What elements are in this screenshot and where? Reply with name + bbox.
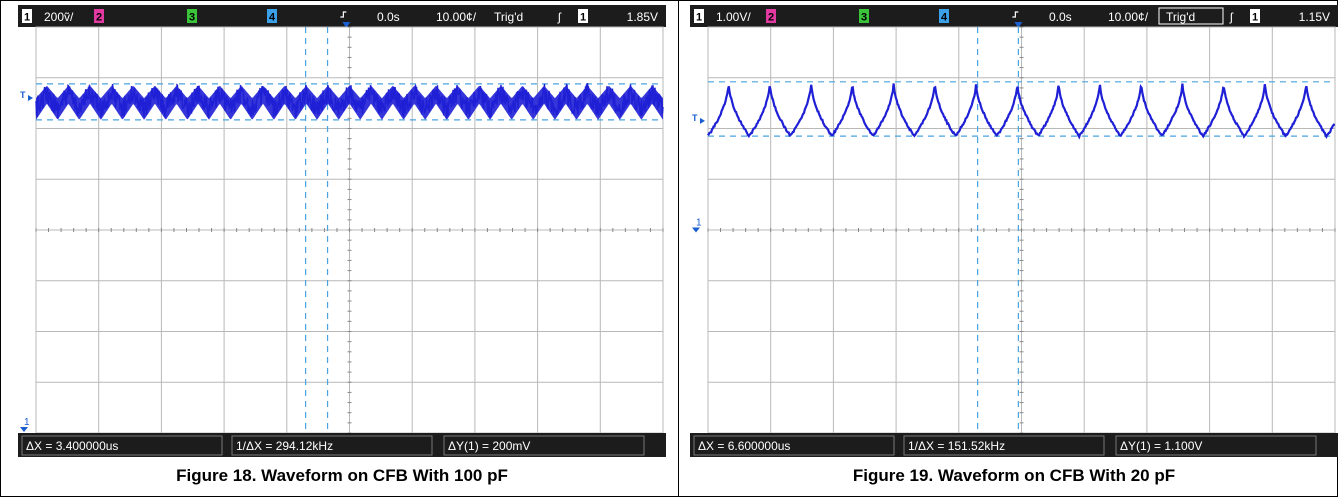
ch4-number: 4 bbox=[269, 12, 276, 24]
ch1-box bbox=[22, 9, 32, 23]
footer-bar bbox=[18, 433, 666, 457]
trig-status: Trig'd bbox=[494, 10, 523, 24]
trig-slope-icon: ʃ bbox=[1229, 10, 1234, 24]
measurement-dy: ΔY(1) = 200mV bbox=[448, 439, 530, 453]
footer-bar bbox=[690, 433, 1338, 457]
footer-field-inv_dx bbox=[231, 435, 433, 456]
footer-field-dy bbox=[443, 435, 645, 456]
ch2-number: 2 bbox=[96, 12, 102, 24]
delay-readout: 0.0s bbox=[1049, 10, 1072, 24]
ch2-number: 2 bbox=[768, 12, 774, 24]
ch1-scale: 200ṽ/ bbox=[44, 10, 74, 24]
ch3-box bbox=[187, 9, 197, 23]
trig-status: Trig'd bbox=[1166, 10, 1195, 24]
ch3-number: 3 bbox=[861, 12, 867, 24]
figure-18-caption: Figure 18. Waveform on CFB With 100 pF bbox=[176, 466, 508, 485]
ch4-box bbox=[267, 9, 277, 23]
footer-field-inv_dx bbox=[903, 435, 1105, 456]
ch3-number: 3 bbox=[189, 12, 195, 24]
footer-field-dy bbox=[1115, 435, 1317, 456]
timebase-readout: 10.00¢/ bbox=[1108, 10, 1149, 24]
trigger-level-marker: T bbox=[20, 90, 26, 100]
ch2-box bbox=[94, 9, 104, 23]
ch1-ground-arrow-icon bbox=[20, 427, 28, 432]
ch1-waveform bbox=[707, 83, 1336, 140]
scope-screen-figure-19: 1 1.00V/2 3 4 0.0s 10.00¢/ Trig'd ʃ 1 1.15V T 1 ΔX =… bbox=[690, 5, 1338, 457]
footer-field-dx bbox=[21, 435, 223, 456]
trigger-level-readout: 1.85V bbox=[627, 10, 658, 24]
trigger-position-icon bbox=[342, 22, 351, 28]
trig-slope-icon: ʃ bbox=[557, 10, 562, 24]
trigger-level-readout: 1.15V bbox=[1299, 10, 1330, 24]
ch1-scale: 1.00V/ bbox=[716, 10, 751, 24]
measurement-inv_dx: 1/ΔX = 294.12kHz bbox=[236, 439, 333, 453]
ch1-number: 1 bbox=[696, 12, 702, 24]
ch1-ground-arrow-icon bbox=[692, 227, 700, 233]
header-bar bbox=[18, 5, 666, 27]
measurement-dy: ΔY(1) = 1.100V bbox=[1120, 439, 1202, 453]
ch1-ground-marker: 1 bbox=[696, 217, 702, 228]
ch1-waveform-envelope bbox=[36, 85, 663, 120]
trig-source-box bbox=[578, 9, 588, 23]
ch4-number: 4 bbox=[941, 12, 948, 24]
trigger-level-arrow-icon bbox=[700, 117, 705, 124]
scope-display-svg: 1 200ṽ/2 3 4 0.0s 10.00¢/ Trig'd ʃ 1 1.85V T 1 ΔX = … bbox=[18, 5, 666, 457]
measurement-dx: ΔX = 3.400000us bbox=[26, 439, 118, 453]
ch1-box bbox=[694, 9, 704, 23]
header-bar bbox=[690, 5, 1338, 27]
ch1-number: 1 bbox=[24, 12, 30, 24]
trig-status-frame bbox=[1158, 7, 1224, 25]
trigger-edge-icon bbox=[1012, 11, 1019, 18]
ch1-ground-marker: 1 bbox=[24, 417, 30, 428]
trig-source-number: 1 bbox=[1252, 12, 1258, 24]
trigger-level-marker: T bbox=[692, 113, 698, 123]
trig-source-box bbox=[1250, 9, 1260, 23]
ch3-box bbox=[859, 9, 869, 23]
trigger-position-icon bbox=[1014, 22, 1023, 28]
footer-field-dx bbox=[693, 435, 895, 456]
measurement-inv_dx: 1/ΔX = 151.52kHz bbox=[908, 439, 1005, 453]
figure-divider bbox=[678, 0, 679, 497]
ch4-box bbox=[939, 9, 949, 23]
timebase-readout: 10.00¢/ bbox=[436, 10, 477, 24]
scope-screen-figure-18: 1 200ṽ/2 3 4 0.0s 10.00¢/ Trig'd ʃ 1 1.85V T 1 ΔX = … bbox=[18, 5, 666, 457]
ch2-box bbox=[766, 9, 776, 23]
delay-readout: 0.0s bbox=[377, 10, 400, 24]
trigger-edge-icon bbox=[340, 11, 347, 18]
scope-display-svg: 1 1.00V/2 3 4 0.0s 10.00¢/ Trig'd ʃ 1 1.15V T 1 ΔX =… bbox=[690, 5, 1338, 457]
trig-source-number: 1 bbox=[580, 12, 586, 24]
figure-19-caption: Figure 19. Waveform on CFB With 20 pF bbox=[852, 466, 1176, 485]
trigger-level-arrow-icon bbox=[28, 95, 33, 102]
measurement-dx: ΔX = 6.600000us bbox=[698, 439, 790, 453]
